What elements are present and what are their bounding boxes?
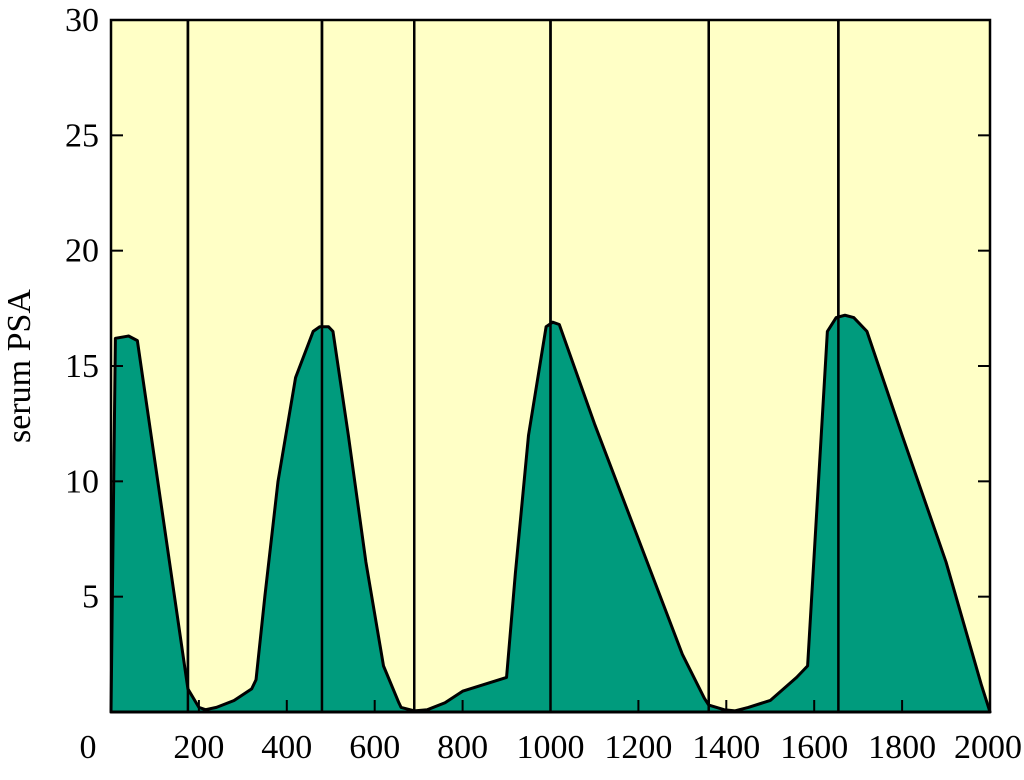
x-tick-label: 1800 <box>868 729 936 766</box>
x-tick-label: 2000 <box>954 729 1022 766</box>
x-axis-tick-labels: 0 200 400 600 800 1000 1200 1400 1600 1800 2000 <box>80 729 1023 766</box>
y-tick-label: 10 <box>65 463 99 500</box>
x-tick-label: 600 <box>349 729 400 766</box>
x-tick-label: 1200 <box>604 729 672 766</box>
x-tick-label: 1600 <box>780 729 848 766</box>
y-axis-tick-labels: 5 10 15 20 25 30 <box>65 2 99 616</box>
y-axis-title: serum PSA <box>1 289 38 443</box>
x-tick-label: 0 <box>80 729 97 766</box>
x-axis-ticks <box>110 700 991 712</box>
x-tick-label: 400 <box>261 729 312 766</box>
y-tick-label: 5 <box>82 579 99 616</box>
x-tick-label: 200 <box>173 729 224 766</box>
y-tick-label: 25 <box>65 117 99 154</box>
y-tick-label: 15 <box>65 348 99 385</box>
y-tick-label: 30 <box>65 2 99 39</box>
cycle-marker-lines-overlay <box>186 20 840 712</box>
x-tick-label: 800 <box>437 729 488 766</box>
x-tick-label: 1400 <box>692 729 760 766</box>
x-tick-label: 1000 <box>517 729 585 766</box>
y-tick-label: 20 <box>65 233 99 270</box>
y-axis-ticks <box>111 19 990 598</box>
